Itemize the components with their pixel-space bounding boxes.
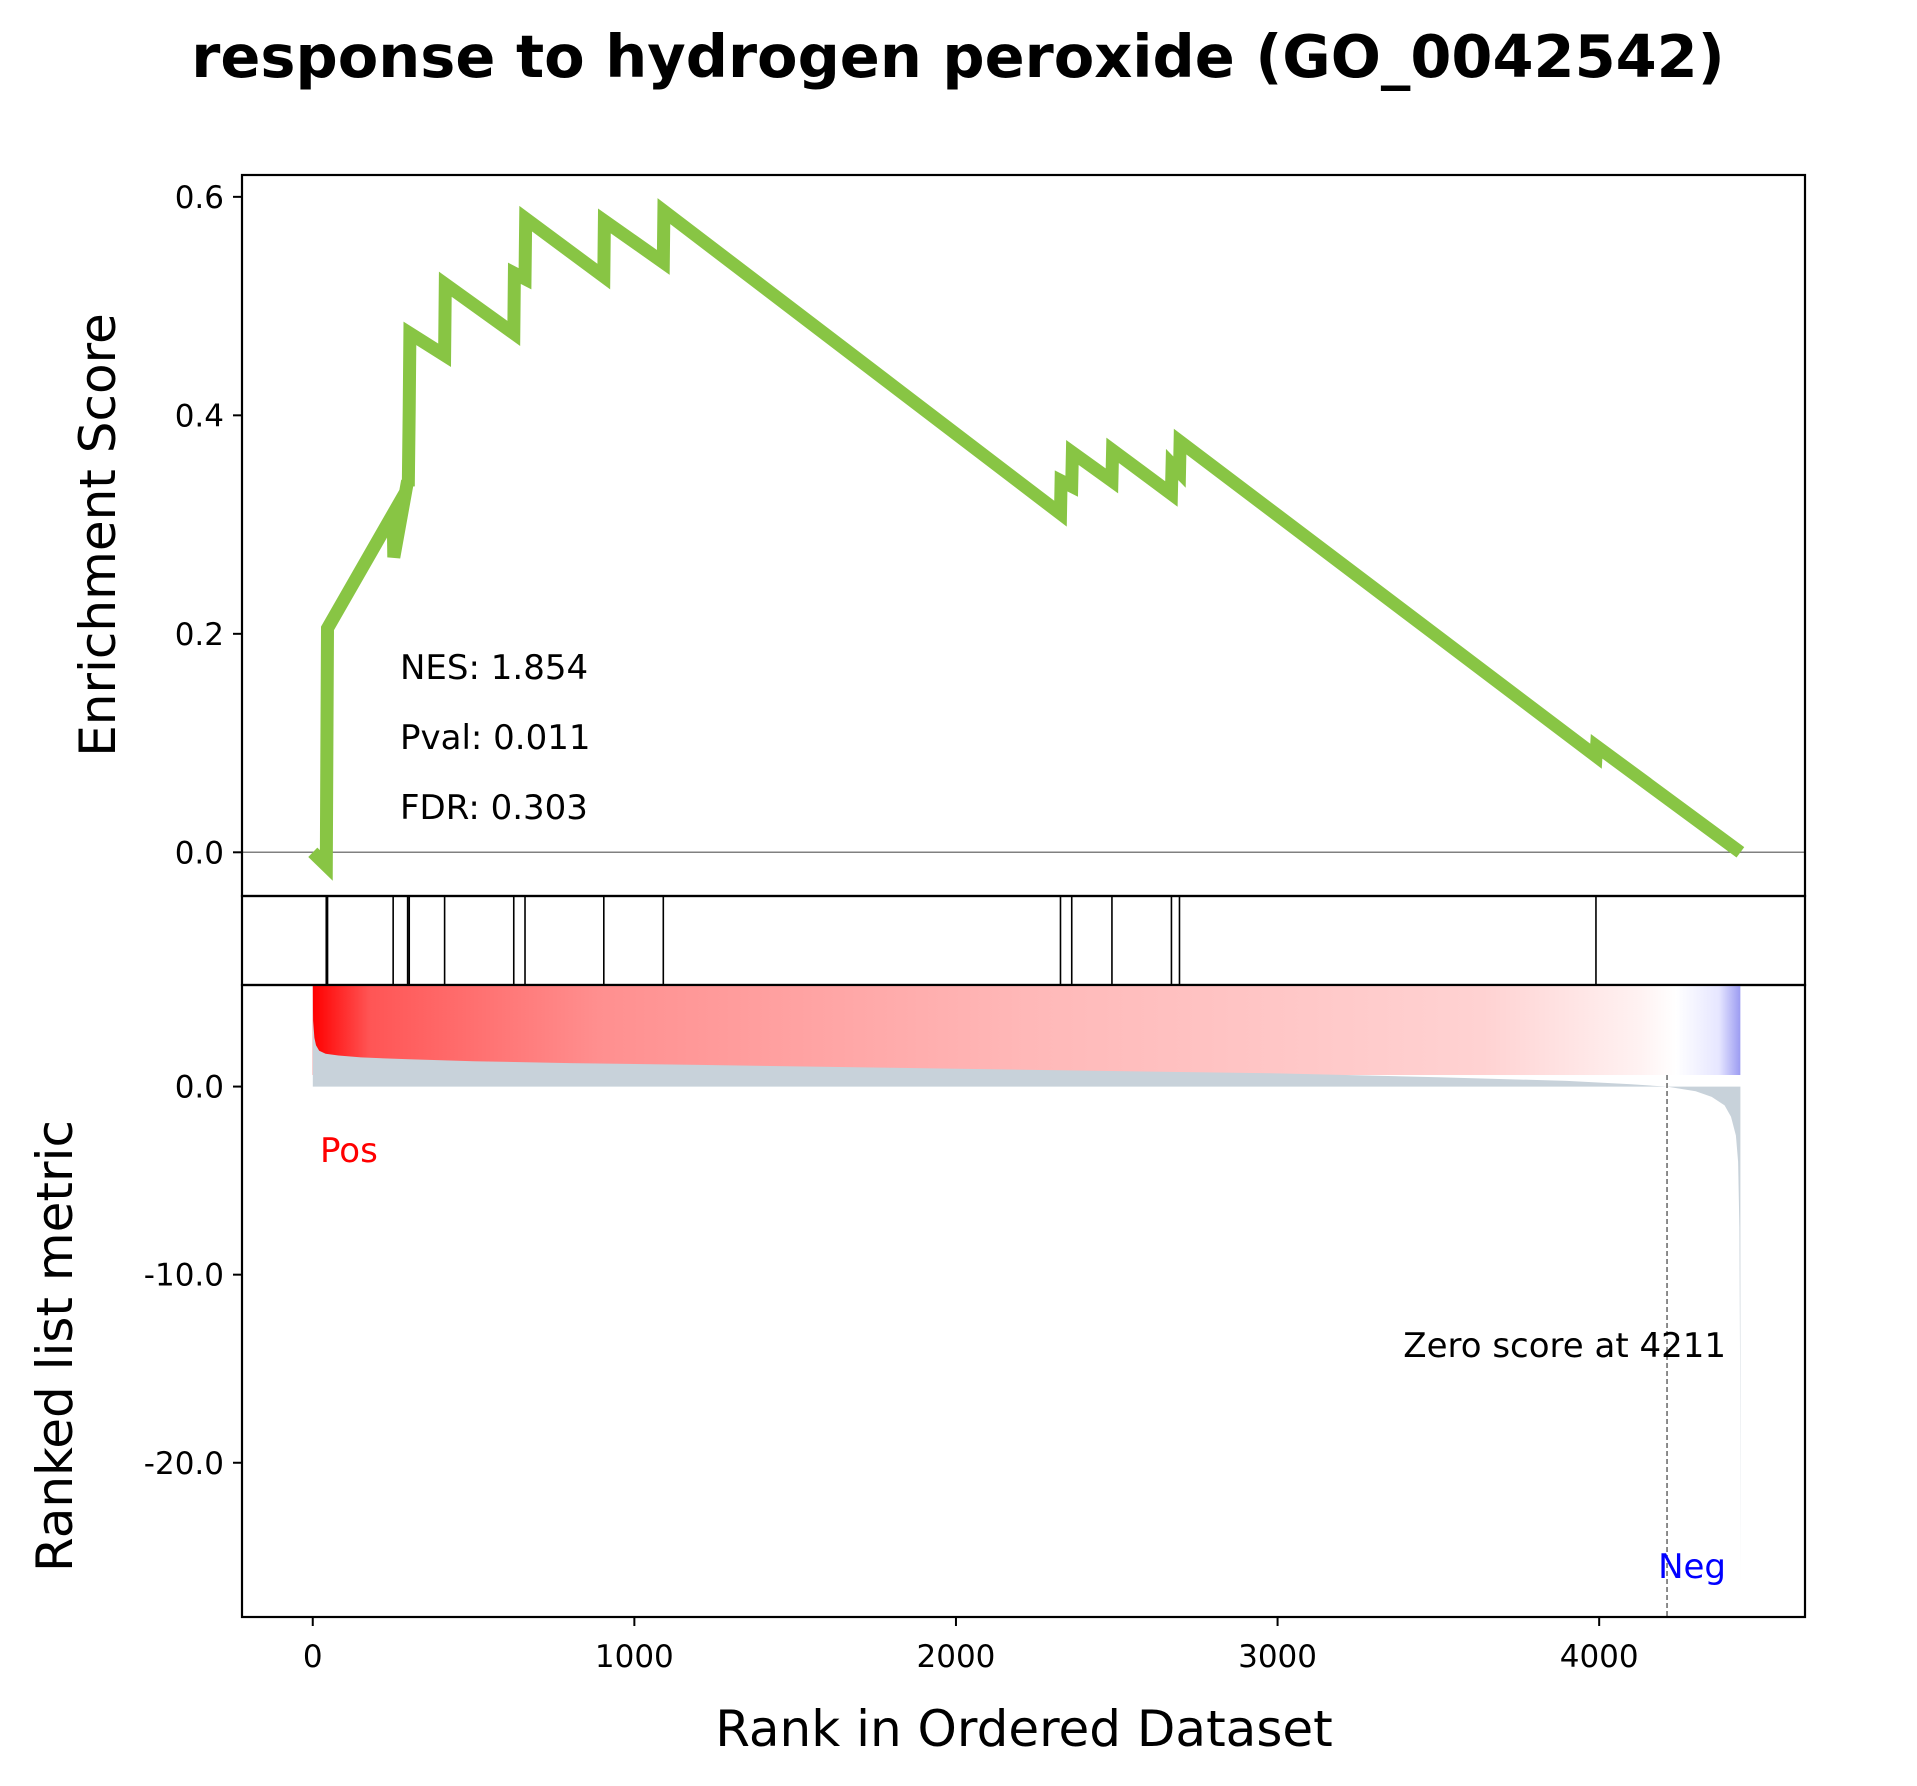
es-curve <box>308 198 1745 881</box>
fdr-annotation: FDR: 0.303 <box>400 788 588 828</box>
x-tick-label: 4000 <box>1560 1639 1639 1675</box>
es-panel: 0.0 0.2 0.4 0.6 NES: 1.854 Pval: 0.011 FDR:… <box>69 173 1807 898</box>
es-y-ticks: 0.0 0.2 0.4 0.6 <box>175 180 242 871</box>
neg-label: Neg <box>1658 1547 1726 1587</box>
x-tick-label: 2000 <box>917 1639 996 1675</box>
x-tick-label: 0 <box>303 1639 323 1675</box>
pval-annotation: Pval: 0.011 <box>400 718 591 758</box>
rank-color-bar <box>312 985 1741 1075</box>
es-y-tick-label: 0.2 <box>175 617 224 653</box>
es-y-tick-label: 0.4 <box>175 398 224 434</box>
chart-title: response to hydrogen peroxide (GO_004254… <box>191 22 1724 91</box>
es-y-axis-label: Enrichment Score <box>69 313 127 757</box>
zero-score-annotation: Zero score at 4211 <box>1403 1326 1726 1366</box>
x-axis-label: Rank in Ordered Dataset <box>715 1700 1332 1758</box>
nes-annotation: NES: 1.854 <box>400 648 588 688</box>
metric-y-ticks: 0.0 -10.0 -20.0 <box>144 1070 242 1482</box>
x-tick-label: 1000 <box>595 1639 674 1675</box>
metric-area <box>312 986 1741 1585</box>
metric-y-tick-label: -10.0 <box>144 1258 224 1294</box>
metric-panel: 0.0-10.0-20.0 0 1000 2000 3000 4000 Pos Neg … <box>26 983 1807 1758</box>
hit-lines <box>325 896 1597 985</box>
metric-axes-frame <box>240 983 1807 1619</box>
hits-panel <box>240 894 1807 987</box>
hits-axes-frame <box>240 894 1807 987</box>
metric-y-tick-label: -20.0 <box>144 1446 224 1482</box>
es-y-tick-label: 0.6 <box>175 180 224 216</box>
pos-label: Pos <box>320 1131 378 1171</box>
metric-y-axis-label: Ranked list metric <box>26 1120 84 1572</box>
es-y-tick-label: 0.0 <box>175 835 224 871</box>
x-tick-label: 3000 <box>1238 1639 1317 1675</box>
x-axis-ticks: 0 1000 2000 3000 4000 <box>303 1617 1639 1675</box>
metric-y-tick-label: 0.0 <box>175 1070 224 1106</box>
